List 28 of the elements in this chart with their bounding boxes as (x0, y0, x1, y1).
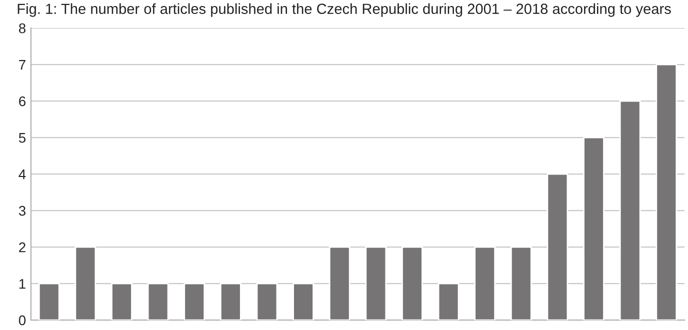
bar (619, 100, 641, 320)
y-tick-label: 4 (18, 170, 26, 180)
bar (474, 246, 496, 320)
y-tick-label: 7 (19, 60, 26, 70)
bar (38, 282, 60, 320)
y-tick-label: 3 (18, 206, 26, 216)
bar (438, 282, 460, 320)
y-tick-label: 6 (19, 96, 26, 106)
bar (184, 282, 206, 320)
chart-title: Fig. 1: The number of articles published in the Czech Republic during 2001 – 2018 according to years (18, 3, 671, 17)
bar (147, 282, 169, 320)
bar (111, 282, 132, 320)
bar (74, 246, 96, 320)
bar (292, 282, 314, 320)
bar (402, 246, 423, 320)
bar (220, 282, 242, 320)
y-tick-label: 1 (19, 279, 26, 289)
bar (328, 246, 350, 320)
bar (365, 246, 387, 320)
bar (256, 282, 278, 320)
bar (510, 246, 532, 320)
y-tick-label: 2 (19, 242, 26, 252)
bar (546, 173, 568, 320)
bar (656, 64, 678, 320)
y-tick-label: 5 (18, 133, 26, 143)
bar (583, 136, 604, 320)
y-tick-label: 0 (18, 315, 26, 326)
y-tick-label: 8 (18, 23, 26, 34)
